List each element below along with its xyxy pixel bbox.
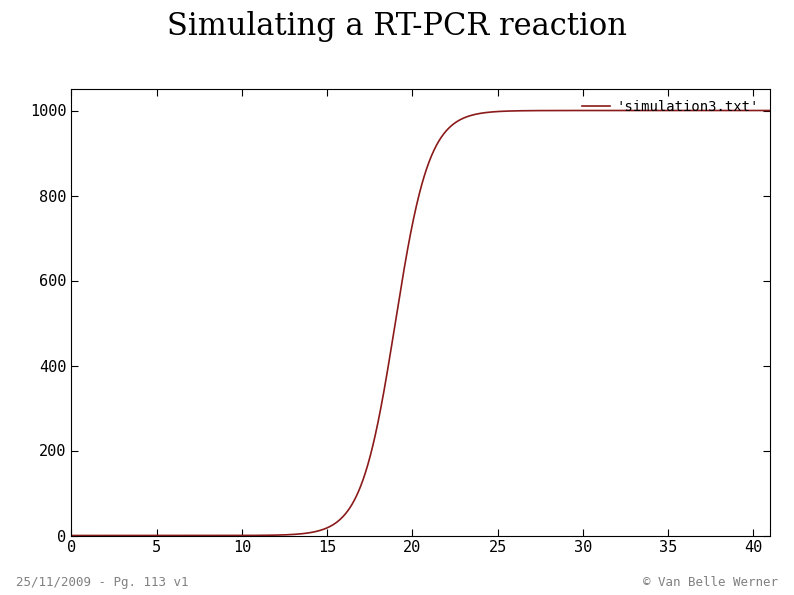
'simulation3.txt' xyxy=(67,532,76,539)
'simulation3.txt' xyxy=(388,336,398,343)
'simulation3.txt' xyxy=(765,107,775,114)
'simulation3.txt' xyxy=(745,107,754,114)
Text: © Van Belle Werner: © Van Belle Werner xyxy=(643,576,778,589)
Line: 'simulation3.txt': 'simulation3.txt' xyxy=(71,111,770,536)
'simulation3.txt' xyxy=(407,227,416,234)
Text: 25/11/2009 - Pg. 113 v1: 25/11/2009 - Pg. 113 v1 xyxy=(16,576,188,589)
Text: Simulating a RT-PCR reaction: Simulating a RT-PCR reaction xyxy=(167,11,627,42)
Legend: 'simulation3.txt': 'simulation3.txt' xyxy=(578,96,763,118)
'simulation3.txt' xyxy=(617,107,626,114)
'simulation3.txt' xyxy=(745,107,754,114)
'simulation3.txt' xyxy=(102,532,112,539)
